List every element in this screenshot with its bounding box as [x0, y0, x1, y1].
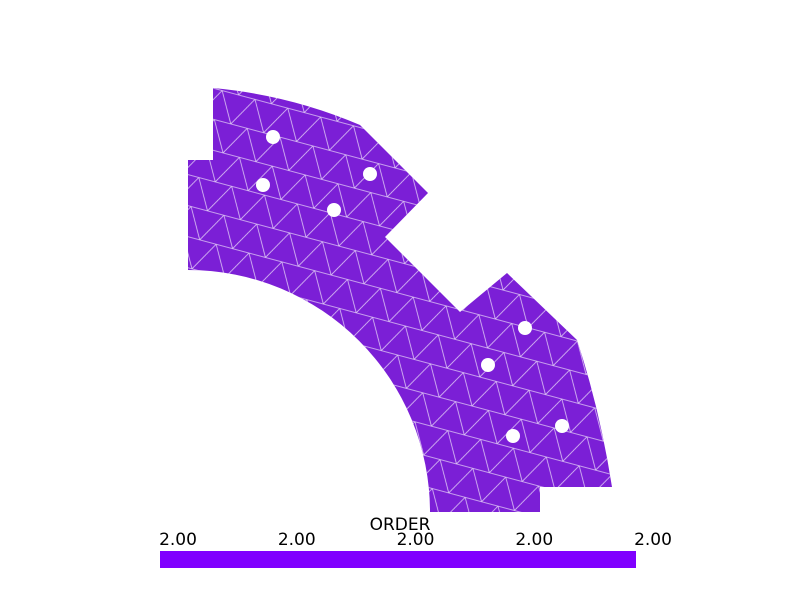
scalar-bar-label: 2.00	[515, 530, 553, 550]
scalar-bar: ORDER 2.00 2.00 2.00 2.00 2.00	[159, 515, 672, 568]
hole	[266, 130, 280, 144]
scalar-bar-title: ORDER	[370, 515, 431, 535]
mesh-wireframe	[188, 88, 612, 512]
hole	[363, 167, 377, 181]
scalar-bar-label: 2.00	[278, 530, 316, 550]
scalar-bar-label: 2.00	[397, 530, 435, 550]
mesh	[188, 88, 612, 512]
hole	[481, 358, 495, 372]
hole	[506, 429, 520, 443]
scalar-bar-gradient	[160, 551, 636, 568]
holes	[256, 130, 569, 443]
hole	[555, 419, 569, 433]
hole	[256, 178, 270, 192]
scalar-bar-label: 2.00	[159, 530, 197, 550]
hole	[327, 203, 341, 217]
scalar-bar-label: 2.00	[634, 530, 672, 550]
hole	[518, 321, 532, 335]
